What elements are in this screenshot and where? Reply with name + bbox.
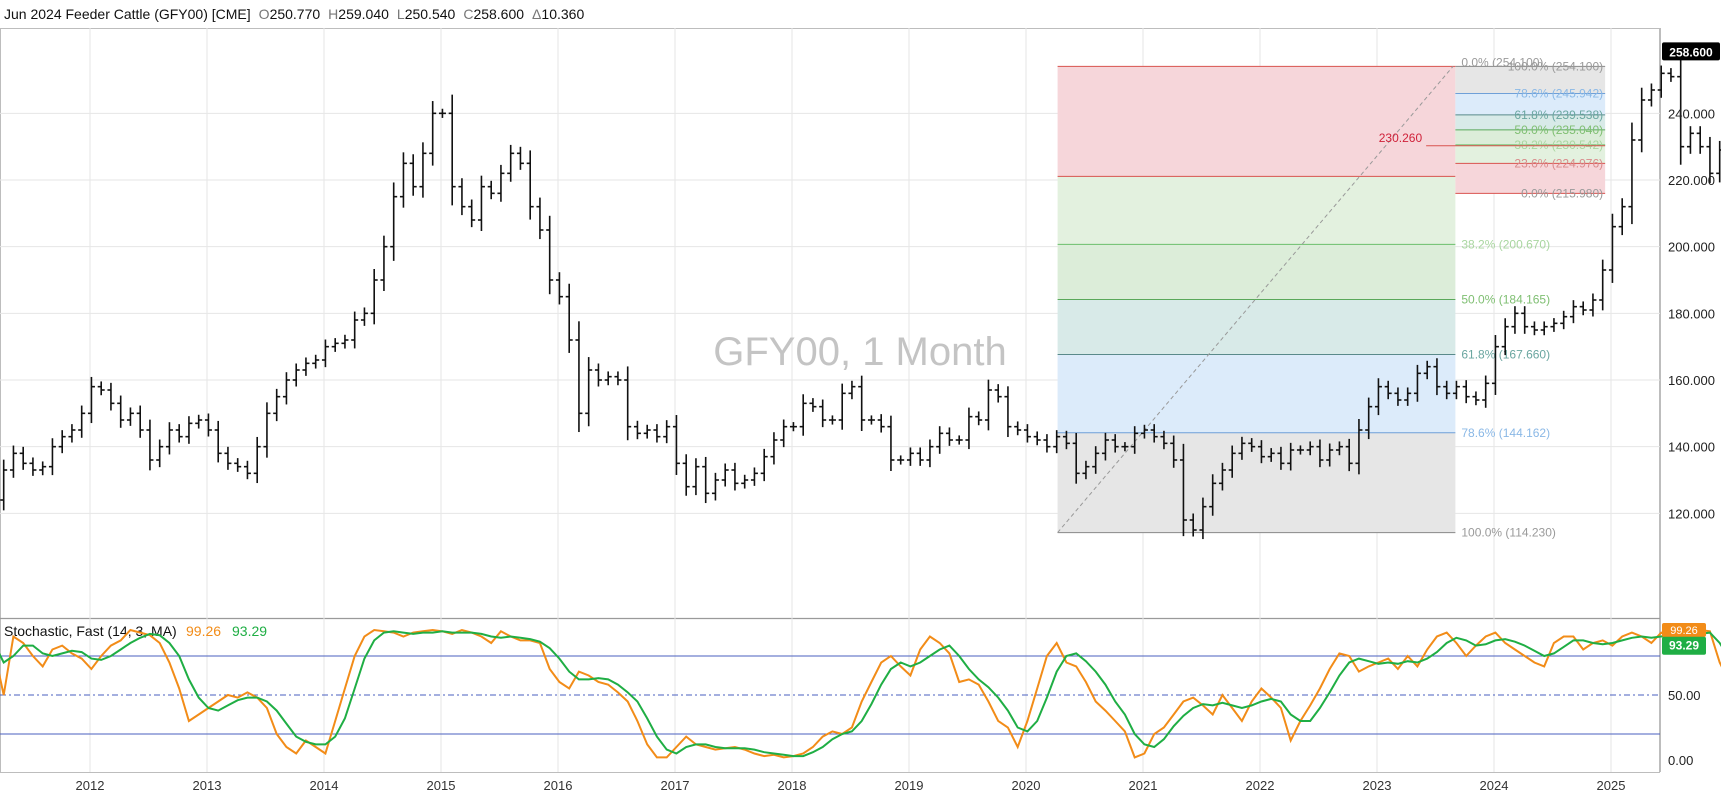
fib-level-label: 61.8% (239.538) [1514,108,1603,122]
stoch-d-tag-bg [1662,636,1706,655]
year-tick-label: 2020 [1012,778,1041,793]
year-tick-label: 2017 [661,778,690,793]
year-tick-label: 2016 [544,778,573,793]
fib-level-label: 23.6% (224.976) [1514,156,1603,170]
time-axis: 2012 2013 2014 2015 2016 2017 2018 2019 2020 2021… [76,778,1626,793]
fib-level-label: 0.0% (215.980) [1521,186,1603,200]
close-value: 258.600 [473,6,525,22]
fib-level-label: 78.6% (144.162) [1461,426,1550,440]
price-bars [0,58,1721,540]
year-tick-label: 2013 [193,778,222,793]
open-value: 250.770 [269,6,321,22]
fib-level-label: 38.2% (200.670) [1461,237,1550,251]
stoch-tick-label: 0.00 [1668,753,1693,768]
year-tick-label: 2025 [1597,778,1626,793]
fib-band [1455,163,1606,194]
change-value: 10.360 [541,6,585,22]
last-price-tag-bg [1662,42,1720,61]
year-tick-label: 2023 [1363,778,1392,793]
fib-band [1455,93,1606,115]
year-tick-label: 2019 [895,778,924,793]
stoch-k-tag-bg [1662,622,1706,637]
stoch-k-value: 99.26 [186,623,221,639]
fib-band [1455,114,1606,130]
stoch-k-tag: 99.26 [1662,622,1706,637]
fib-band [1057,432,1456,533]
year-tick-label: 2024 [1480,778,1509,793]
high-value: 259.040 [338,6,389,22]
stoch-d-line [0,630,1721,758]
fib-trendline [1057,66,1454,533]
fib-level-label: 100.0% (254.100) [1508,59,1603,73]
fib-level-label: 50.0% (184.165) [1461,292,1550,306]
stoch-tick-label: 50.00 [1668,688,1701,703]
stochastic-panel: Stochastic, Fast (14, 3, MA) 99.26 93.29 0.… [0,623,1721,768]
last-price-tag-text: 258.600 [1669,45,1713,59]
watermark: GFY00, 1 Month [713,330,1006,374]
price-tick-label: 220.000 [1668,173,1715,188]
fib-level-label: 38.2% (230.542) [1514,138,1603,152]
fib-level-label: 100.0% (114.230) [1461,526,1556,540]
price-tick-label: 160.000 [1668,373,1715,388]
fib-band [1455,144,1606,164]
price-tick-label: 240.000 [1668,106,1715,121]
fib-band [1057,66,1456,177]
fib-retracement-small: 100.0% (254.100) 78.6% (245.942) 61.8% (23… [1379,59,1606,200]
last-price-tag: 258.600 [1662,42,1720,61]
change-label: Δ [532,6,542,22]
stoch-d-tag-text: 93.29 [1669,639,1699,653]
price-axis: 120.000 140.000 160.000 180.000 200.000 220.0… [1668,106,1715,521]
year-tick-label: 2012 [76,778,105,793]
fib-band [1057,176,1456,245]
price-tick-label: 180.000 [1668,306,1715,321]
low-label: L [396,6,405,22]
plot-frame [0,28,1660,773]
open-label: O [258,6,270,22]
fib-level-label: 78.6% (245.942) [1514,87,1603,101]
year-tick-label: 2022 [1246,778,1275,793]
fib-band [1455,66,1606,94]
year-tick-label: 2018 [778,778,807,793]
instrument-title: Jun 2024 Feeder Cattle (GFY00) [CME] [4,6,251,22]
year-tick-label: 2014 [310,778,339,793]
fib-level-label: 50.0% (235.040) [1514,123,1603,137]
high-label: H [328,6,339,22]
fib-band [1057,244,1456,300]
low-value: 250.540 [404,6,456,22]
price-tick-label: 200.000 [1668,240,1715,255]
stoch-title: Stochastic, Fast (14, 3, MA) [4,623,177,639]
stoch-d-tag: 93.29 [1662,636,1706,655]
stoch-k-line [0,628,1721,759]
year-tick-label: 2021 [1129,778,1158,793]
stoch-k-tag-text: 99.26 [1670,625,1698,637]
annotation-label: 230.260 [1379,131,1423,145]
close-label: C [463,6,474,22]
fib-band [1057,299,1456,355]
price-tick-label: 120.000 [1668,506,1715,521]
year-tick-label: 2015 [427,778,456,793]
chart-header: Jun 2024 Feeder Cattle (GFY00) [CME] O250… [4,6,584,22]
stoch-d-value: 93.29 [232,623,267,639]
price-tick-label: 140.000 [1668,440,1715,455]
price-tags: 258.600 99.26 93.29 [1662,42,1720,655]
fib-band [1455,129,1606,145]
